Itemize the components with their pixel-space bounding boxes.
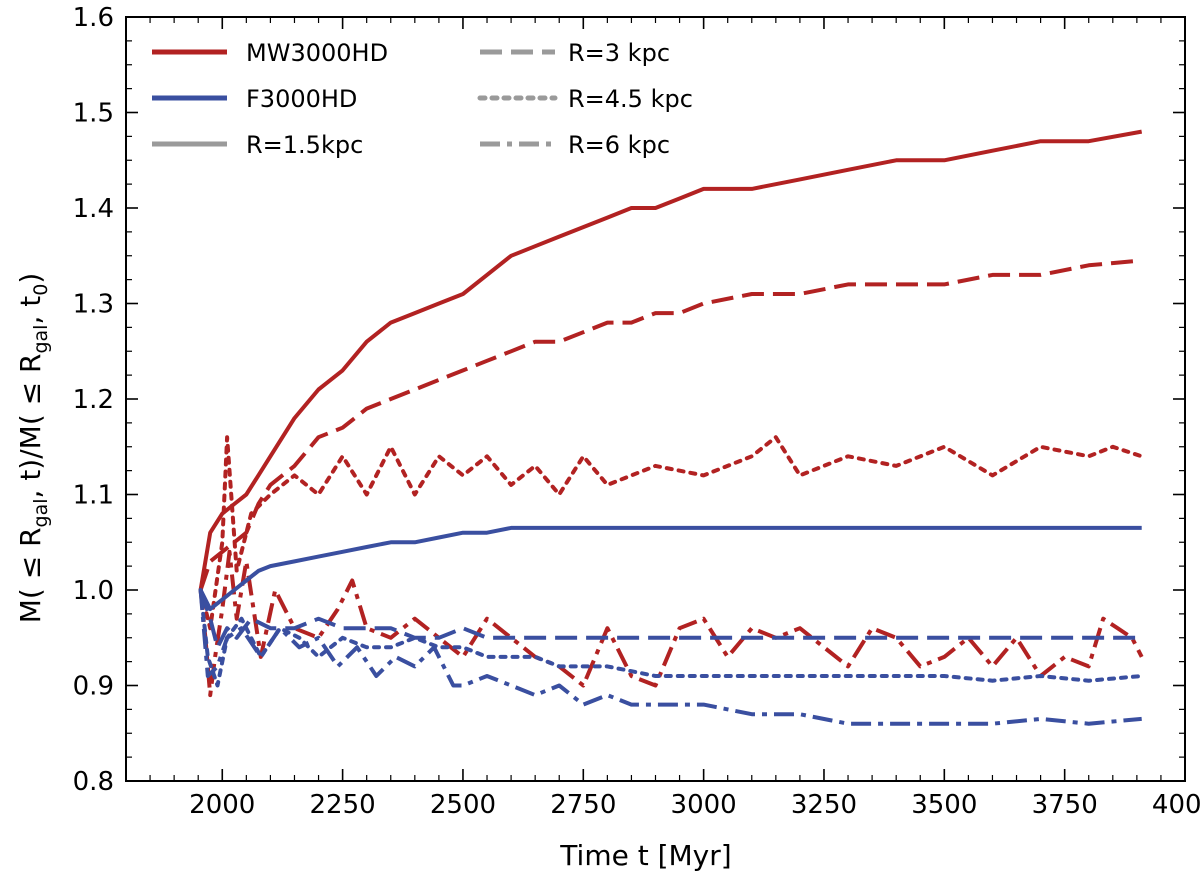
legend-label: R=6 kpc	[568, 131, 670, 159]
x-tick-label: 3500	[911, 790, 977, 820]
series-line-f3000hd-dashdot	[198, 589, 1142, 726]
legend-label: F3000HD	[246, 85, 357, 113]
series-line-mw3000hd-dashed	[198, 258, 1142, 591]
y-axis-label: M( ≤ Rgal, t)/M( ≤ Rgal, t0)	[14, 273, 52, 624]
x-tick-label: 2000	[189, 790, 255, 820]
legend: MW3000HD F3000HD R=1.5kpc R=3 kpc R=4.5 kpc R…	[152, 39, 693, 159]
y-tick-label: 0.8	[73, 767, 114, 797]
y-tick-label: 1.6	[73, 3, 114, 33]
legend-label: MW3000HD	[246, 39, 388, 67]
legend-label: R=3 kpc	[568, 39, 670, 67]
series-lines	[198, 129, 1144, 726]
x-axis-label: Time t [Myr]	[559, 839, 731, 872]
y-tick-label: 1.1	[73, 481, 114, 511]
x-tick-label: 3250	[791, 790, 857, 820]
y-tick-label: 0.9	[73, 672, 114, 702]
series-line-mw3000hd-solid	[198, 129, 1143, 591]
x-tick-label: 3000	[671, 790, 737, 820]
x-tick-label: 2250	[310, 790, 376, 820]
series-line-f3000hd-solid	[198, 525, 1142, 612]
y-tick-label: 1.4	[73, 194, 114, 224]
x-tick-label: 2500	[430, 790, 496, 820]
series-line-mw3000hd-dotted	[198, 435, 1144, 631]
y-tick-label: 1.2	[73, 385, 114, 415]
y-tick-label: 1.5	[73, 99, 114, 129]
series-line-f3000hd-dashed	[198, 589, 1142, 650]
tick-marks	[125, 16, 1186, 782]
legend-label: R=4.5 kpc	[568, 85, 693, 113]
series-line-mw3000hd-dashdot	[198, 549, 1144, 698]
x-tick-label: 3750	[1032, 790, 1098, 820]
legend-label: R=1.5kpc	[246, 131, 363, 159]
y-tick-label: 1.3	[73, 290, 114, 320]
series-line-f3000hd-dotted	[198, 588, 1144, 688]
x-tick-label: 2750	[550, 790, 616, 820]
y-tick-label: 1.0	[73, 576, 114, 606]
